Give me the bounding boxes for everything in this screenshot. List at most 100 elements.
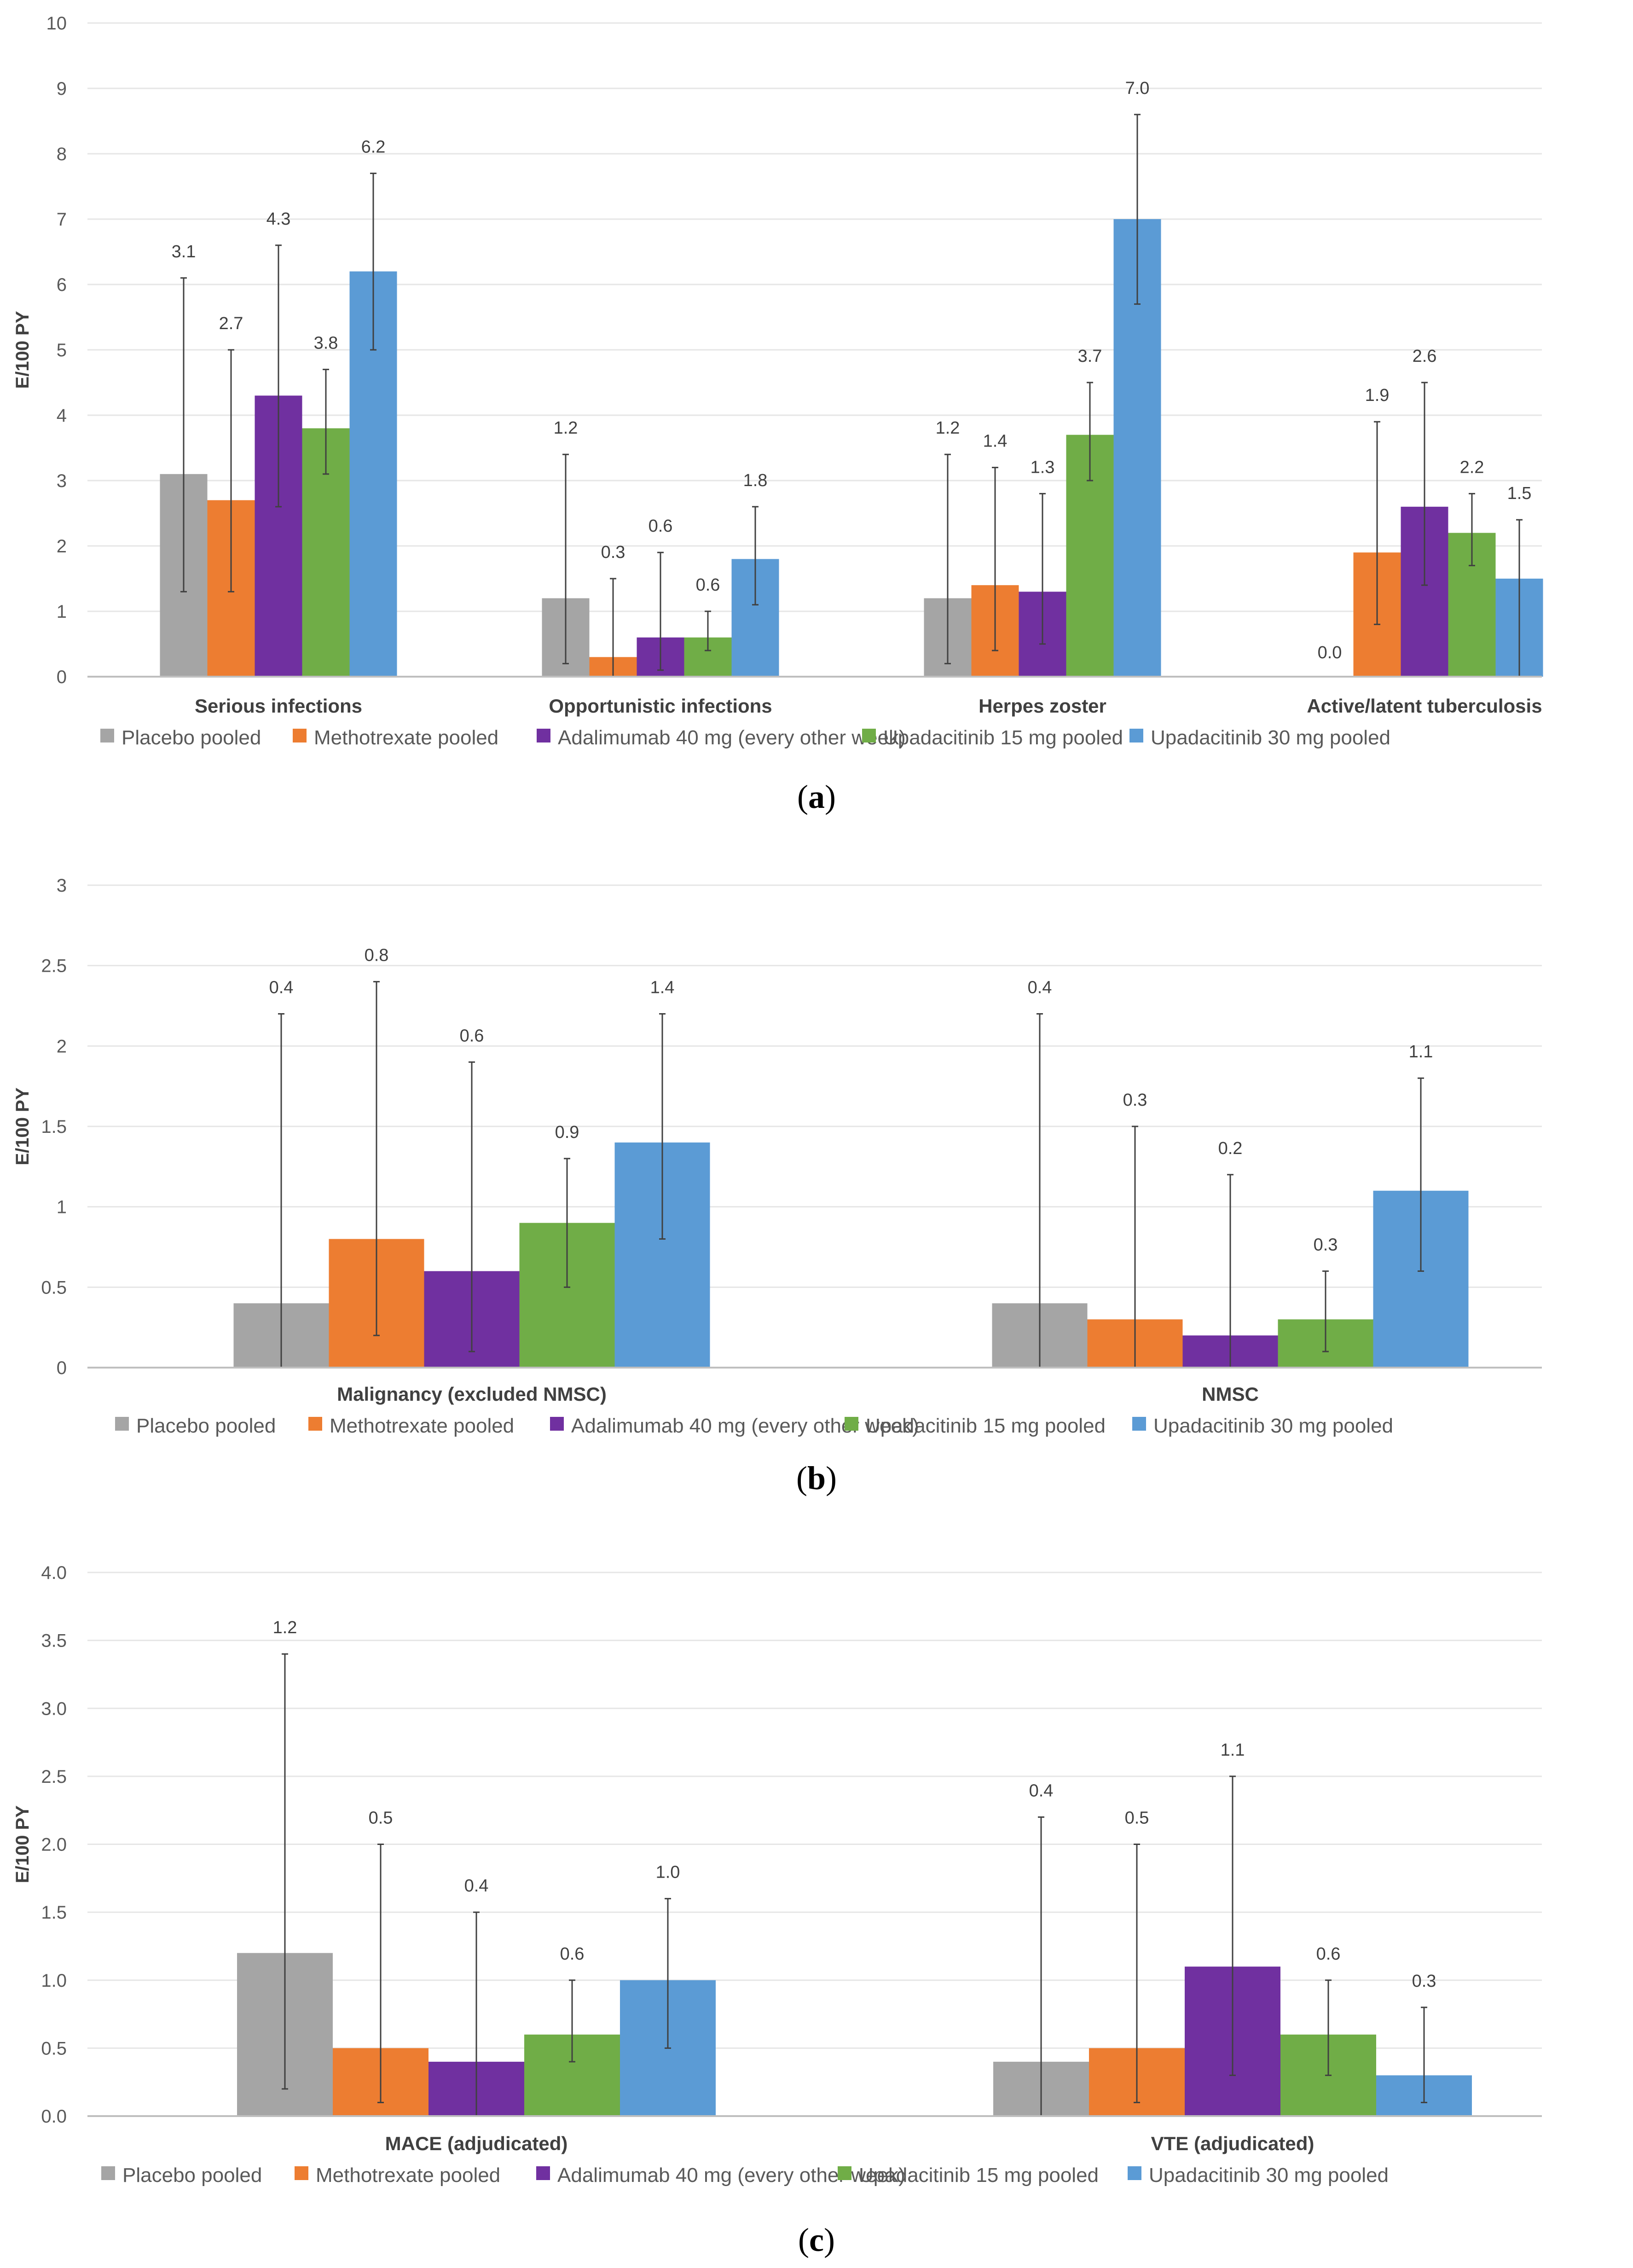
- legend-label: Upadacitinib 30 mg pooled: [1151, 726, 1390, 749]
- chart-panel-c: 0.0 0.5 1.0 1.5 2.0 2.5 3.0 3.5 4.0 E/100 PY 1.2 0.…: [12, 1563, 1542, 2258]
- y-tick-label: 0: [57, 667, 67, 687]
- data-label: 0.2: [1218, 1139, 1243, 1158]
- legend-swatch: [100, 729, 114, 742]
- data-label: 0.5: [369, 1809, 393, 1828]
- y-tick-label: 9: [57, 79, 67, 99]
- data-label: 1.8: [743, 471, 768, 490]
- y-tick-label: 7: [57, 209, 67, 230]
- legend-label: Upadacitinib 30 mg pooled: [1149, 2164, 1389, 2187]
- data-label: 0.5: [1125, 1809, 1149, 1828]
- data-label: 1.1: [1409, 1042, 1433, 1061]
- category-label: Malignancy (excluded NMSC): [337, 1383, 607, 1405]
- category-label: MACE (adjudicated): [385, 2133, 568, 2154]
- y-tick-label: 4: [57, 406, 67, 426]
- data-label: 1.1: [1221, 1740, 1245, 1760]
- panel-caption: (a): [797, 778, 836, 815]
- y-tick-label: 5: [57, 340, 67, 360]
- legend-label: Placebo pooled: [122, 726, 261, 749]
- legend-swatch: [1129, 729, 1143, 742]
- legend-label: Placebo pooled: [122, 2164, 262, 2187]
- y-tick-label: 0.5: [41, 2038, 67, 2059]
- legend-label: Upadacitinib 15 mg pooled: [859, 2164, 1099, 2187]
- data-label: 1.5: [1507, 484, 1532, 503]
- legend-swatch: [308, 1417, 322, 1431]
- category-label: Serious infections: [195, 695, 362, 717]
- legend-swatch: [293, 729, 307, 742]
- data-label: 0.6: [649, 516, 673, 536]
- y-tick-label: 3: [57, 876, 67, 896]
- legend-label: Methotrexate pooled: [316, 2164, 500, 2187]
- data-label: 3.7: [1078, 347, 1102, 366]
- legend-swatch: [537, 729, 550, 742]
- legend-label: Upadacitinib 15 mg pooled: [866, 1415, 1106, 1437]
- y-tick-label: 2.5: [41, 1767, 67, 1787]
- data-label: 0.6: [1316, 1944, 1341, 1964]
- y-tick-label: 3.0: [41, 1699, 67, 1719]
- y-tick-label: 1: [57, 602, 67, 622]
- y-tick-label: 0.5: [41, 1277, 67, 1298]
- legend-swatch: [115, 1417, 129, 1431]
- chart-panel-a: 0 1 2 3 4 5 6 7 8 9 10 E/100 PY 3.1 2.7 4.3 3.8 6.2 Serio…: [12, 13, 1543, 815]
- category-label: Opportunistic infections: [549, 695, 772, 717]
- legend-swatch: [550, 1417, 564, 1431]
- y-tick-label: 2: [57, 1036, 67, 1056]
- data-label: 2.7: [219, 314, 243, 333]
- y-tick-label: 3: [57, 471, 67, 491]
- y-tick-label: 1.5: [41, 1117, 67, 1137]
- legend-swatch: [101, 2166, 115, 2180]
- data-label: 0.4: [464, 1876, 489, 1896]
- data-label: 6.2: [361, 138, 386, 157]
- data-label: 0.3: [1314, 1235, 1338, 1254]
- category-label: Herpes zoster: [979, 695, 1106, 717]
- data-label: 1.2: [273, 1618, 297, 1637]
- legend-label: Methotrexate pooled: [330, 1415, 514, 1437]
- panel-caption: (b): [796, 1460, 837, 1497]
- data-label: 0.3: [1123, 1090, 1147, 1110]
- y-tick-label: 4.0: [41, 1563, 67, 1583]
- legend-label: Upadacitinib 15 mg pooled: [883, 726, 1123, 749]
- y-tick-label: 10: [46, 13, 67, 34]
- y-tick-label: 2: [57, 536, 67, 557]
- legend-label: Placebo pooled: [136, 1415, 276, 1437]
- category-label: VTE (adjudicated): [1151, 2133, 1315, 2154]
- y-tick-label: 1: [57, 1197, 67, 1218]
- legend-label: Upadacitinib 30 mg pooled: [1153, 1415, 1393, 1437]
- data-label: 0.4: [269, 978, 294, 997]
- legend-swatch: [1132, 1417, 1146, 1431]
- category-label: NMSC: [1202, 1383, 1259, 1405]
- legend-swatch: [838, 2166, 851, 2180]
- legend-label: Methotrexate pooled: [314, 726, 498, 749]
- y-axis-title: E/100 PY: [12, 311, 33, 389]
- y-tick-label: 2.0: [41, 1835, 67, 1855]
- data-label: 0.4: [1029, 1781, 1054, 1800]
- legend-swatch: [295, 2166, 308, 2180]
- y-axis-title: E/100 PY: [12, 1805, 33, 1883]
- legend-label: Adalimumab 40 mg (every other week): [558, 726, 906, 749]
- data-label: 3.8: [314, 334, 338, 353]
- data-label: 1.9: [1365, 386, 1390, 405]
- legend-label: Adalimumab 40 mg (every other week): [557, 2164, 905, 2187]
- data-label: 0.6: [460, 1026, 484, 1045]
- data-label: 1.4: [650, 978, 675, 997]
- legend-swatch: [1128, 2166, 1141, 2180]
- legend-swatch: [845, 1417, 858, 1431]
- data-label: 0.0: [1318, 643, 1342, 662]
- data-label: 3.1: [172, 242, 196, 261]
- category-label: Active/latent tuberculosis: [1307, 695, 1542, 717]
- data-label: 1.3: [1031, 458, 1055, 477]
- data-label: 7.0: [1125, 79, 1150, 98]
- y-tick-label: 0.0: [41, 2106, 67, 2127]
- data-label: 1.0: [656, 1863, 680, 1882]
- legend-label: Adalimumab 40 mg (every other week): [571, 1415, 919, 1437]
- y-axis-title: E/100 PY: [12, 1087, 33, 1165]
- y-tick-label: 1.5: [41, 1903, 67, 1923]
- data-label: 2.2: [1460, 458, 1484, 477]
- data-label: 4.3: [266, 209, 291, 229]
- panel-caption: (c): [798, 2222, 835, 2258]
- data-label: 0.8: [365, 946, 389, 965]
- y-tick-label: 0: [57, 1358, 67, 1378]
- data-label: 0.6: [560, 1944, 585, 1964]
- y-tick-label: 6: [57, 275, 67, 295]
- y-tick-label: 2.5: [41, 956, 67, 976]
